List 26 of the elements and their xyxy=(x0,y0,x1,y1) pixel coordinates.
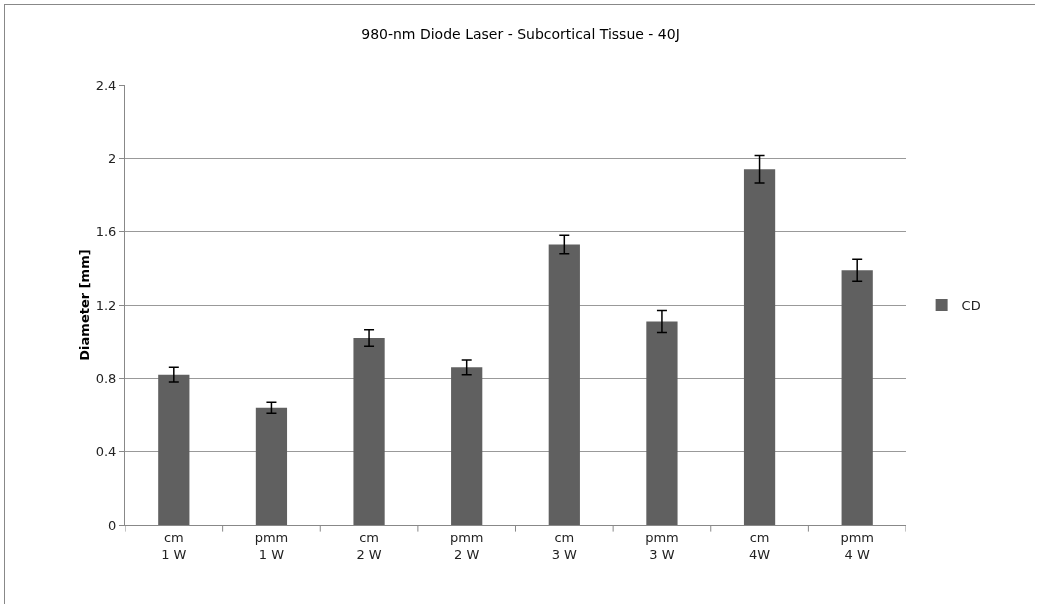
bar xyxy=(451,367,483,525)
bar xyxy=(548,244,580,525)
bar xyxy=(743,169,776,525)
y-tick-label: 0.8 xyxy=(95,370,117,386)
bar xyxy=(353,338,385,525)
y-tick-label: 1.6 xyxy=(95,224,117,240)
x-tick-label: pmm 2 W xyxy=(449,529,484,562)
bar xyxy=(158,374,190,525)
x-tick-label: cm 3 W xyxy=(551,529,578,562)
x-tick-label: cm 2 W xyxy=(356,529,382,562)
bar xyxy=(646,321,678,525)
y-axis-title: Diameter [mm] xyxy=(77,249,92,361)
legend-label: CD xyxy=(961,298,981,314)
y-tick-label: 0.4 xyxy=(95,444,117,460)
bar xyxy=(255,407,288,525)
y-tick-label: 0 xyxy=(108,517,117,533)
x-tick-label: pmm 3 W xyxy=(645,529,679,562)
x-tick-label: cm 4W xyxy=(749,529,771,562)
x-tick-label: pmm 1 W xyxy=(254,529,289,562)
y-tick-label: 1.2 xyxy=(95,297,117,313)
x-tick-label: cm 1 W xyxy=(161,529,187,562)
bar xyxy=(841,270,873,525)
x-tick-label: pmm 4 W xyxy=(840,529,874,562)
chart-title: 980-nm Diode Laser - Subcortical Tissue - 40J xyxy=(361,25,680,42)
y-tick-label: 2 xyxy=(108,150,117,166)
y-tick-label: 2.4 xyxy=(95,77,117,93)
